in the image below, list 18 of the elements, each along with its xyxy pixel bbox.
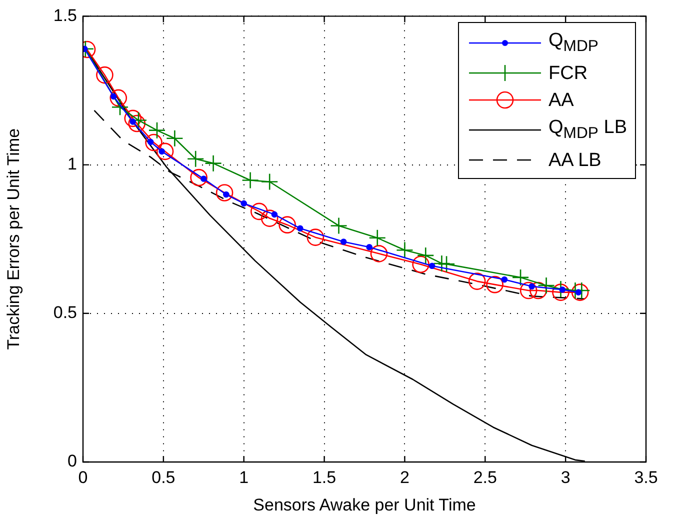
x-tick-label: 3: [560, 468, 570, 487]
legend-label: Q$_{MDP}$: [548, 29, 598, 57]
y-tick-label: 0: [68, 452, 77, 471]
y-axis-title: Tracking Errors per Unit Time: [4, 128, 23, 350]
legend-label: FCR: [548, 62, 588, 86]
y-tick-label: 1.5: [53, 6, 77, 25]
legend-label: AA: [548, 88, 574, 113]
x-tick-label: 2: [400, 468, 410, 487]
x-tick-label: 1.5: [312, 468, 336, 487]
legend-label: AA LB: [548, 148, 602, 173]
x-tick-label: 0.5: [152, 468, 176, 487]
x-axis-title: Sensors Awake per Unit Time: [253, 495, 476, 514]
x-tick-label: 1: [239, 468, 249, 487]
y-tick-label: 0.5: [53, 303, 77, 322]
x-tick-label: 2.5: [473, 468, 497, 487]
y-tick-label: 1: [68, 154, 77, 174]
x-tick-label: 3.5: [634, 468, 658, 487]
legend-label: Q$_{MDP}$ LB: [548, 116, 627, 144]
